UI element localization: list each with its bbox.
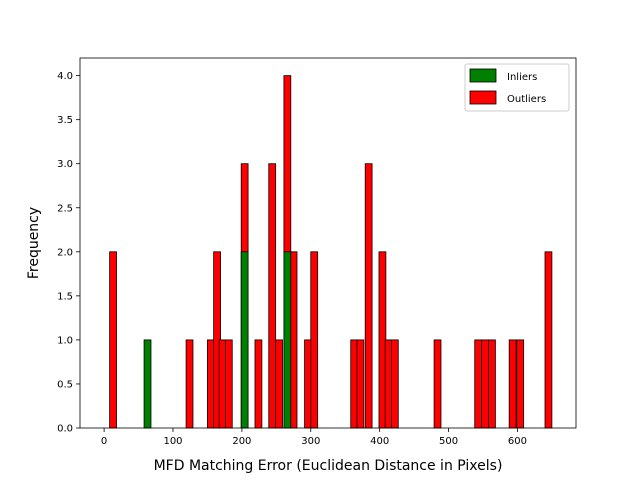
x-tick-label: 600 — [508, 436, 527, 447]
bar-outliers-20 — [433, 339, 442, 429]
x-tick-label: 300 — [301, 436, 320, 447]
y-tick-label: 1.0 — [57, 335, 73, 346]
bars-layer — [109, 75, 553, 429]
x-tick-label: 500 — [439, 436, 458, 447]
bar-outliers-26 — [544, 251, 553, 429]
y-tick-label: 0.5 — [57, 379, 73, 390]
x-tick-label: 100 — [163, 436, 182, 447]
y-tick-label: 2.5 — [57, 203, 73, 214]
y-tick-label: 4.0 — [57, 71, 73, 82]
y-ticks: 0.0 0.5 1.0 1.5 2.0 2.5 3.0 3.5 4.0 — [57, 71, 80, 435]
y-tick-label: 1.5 — [57, 291, 73, 302]
bar-outliers-21 — [474, 339, 483, 429]
axes-frame — [79, 57, 577, 429]
x-tick-label: 0 — [101, 436, 107, 447]
x-tick-label: 200 — [232, 436, 251, 447]
axes-layer — [79, 57, 577, 429]
bar-outliers-23 — [488, 339, 496, 429]
y-tick-label: 2.0 — [57, 247, 73, 258]
bar-outliers-8 — [268, 163, 277, 429]
bar-outliers-5 — [224, 339, 233, 429]
y-tick-label: 3.0 — [57, 159, 73, 170]
bar-outliers-7 — [254, 339, 263, 429]
bar-outliers-1 — [185, 339, 194, 429]
bar-outliers-19 — [390, 339, 399, 429]
bar-outliers-16 — [364, 163, 373, 429]
legend-swatch-inliers — [469, 68, 497, 83]
bar-outliers-22 — [481, 339, 489, 429]
bar-inliers-2 — [283, 251, 292, 429]
bar-outliers-24 — [508, 339, 517, 429]
bar-outliers-13 — [310, 251, 319, 429]
bar-outliers-9 — [275, 339, 283, 429]
bar-outliers-0 — [109, 251, 117, 429]
bar-outliers-15 — [356, 339, 365, 429]
bar-outliers-25 — [516, 339, 525, 429]
x-axis-label: MFD Matching Error (Euclidean Distance i… — [154, 458, 503, 474]
legend-swatch-outliers — [469, 90, 497, 105]
legend-label-inliers: Inliers — [507, 72, 537, 83]
legend: Inliers Outliers — [464, 63, 570, 112]
y-tick-label: 0.0 — [57, 424, 73, 435]
y-tick-label: 3.5 — [57, 115, 73, 126]
legend-label-outliers: Outliers — [507, 94, 546, 105]
bar-inliers-1 — [240, 251, 249, 429]
x-tick-label: 400 — [370, 436, 389, 447]
y-axis-label: Frequency — [26, 207, 42, 279]
x-ticks: 0 100 200 300 400 500 600 — [101, 428, 527, 447]
bar-inliers-0 — [143, 339, 152, 429]
